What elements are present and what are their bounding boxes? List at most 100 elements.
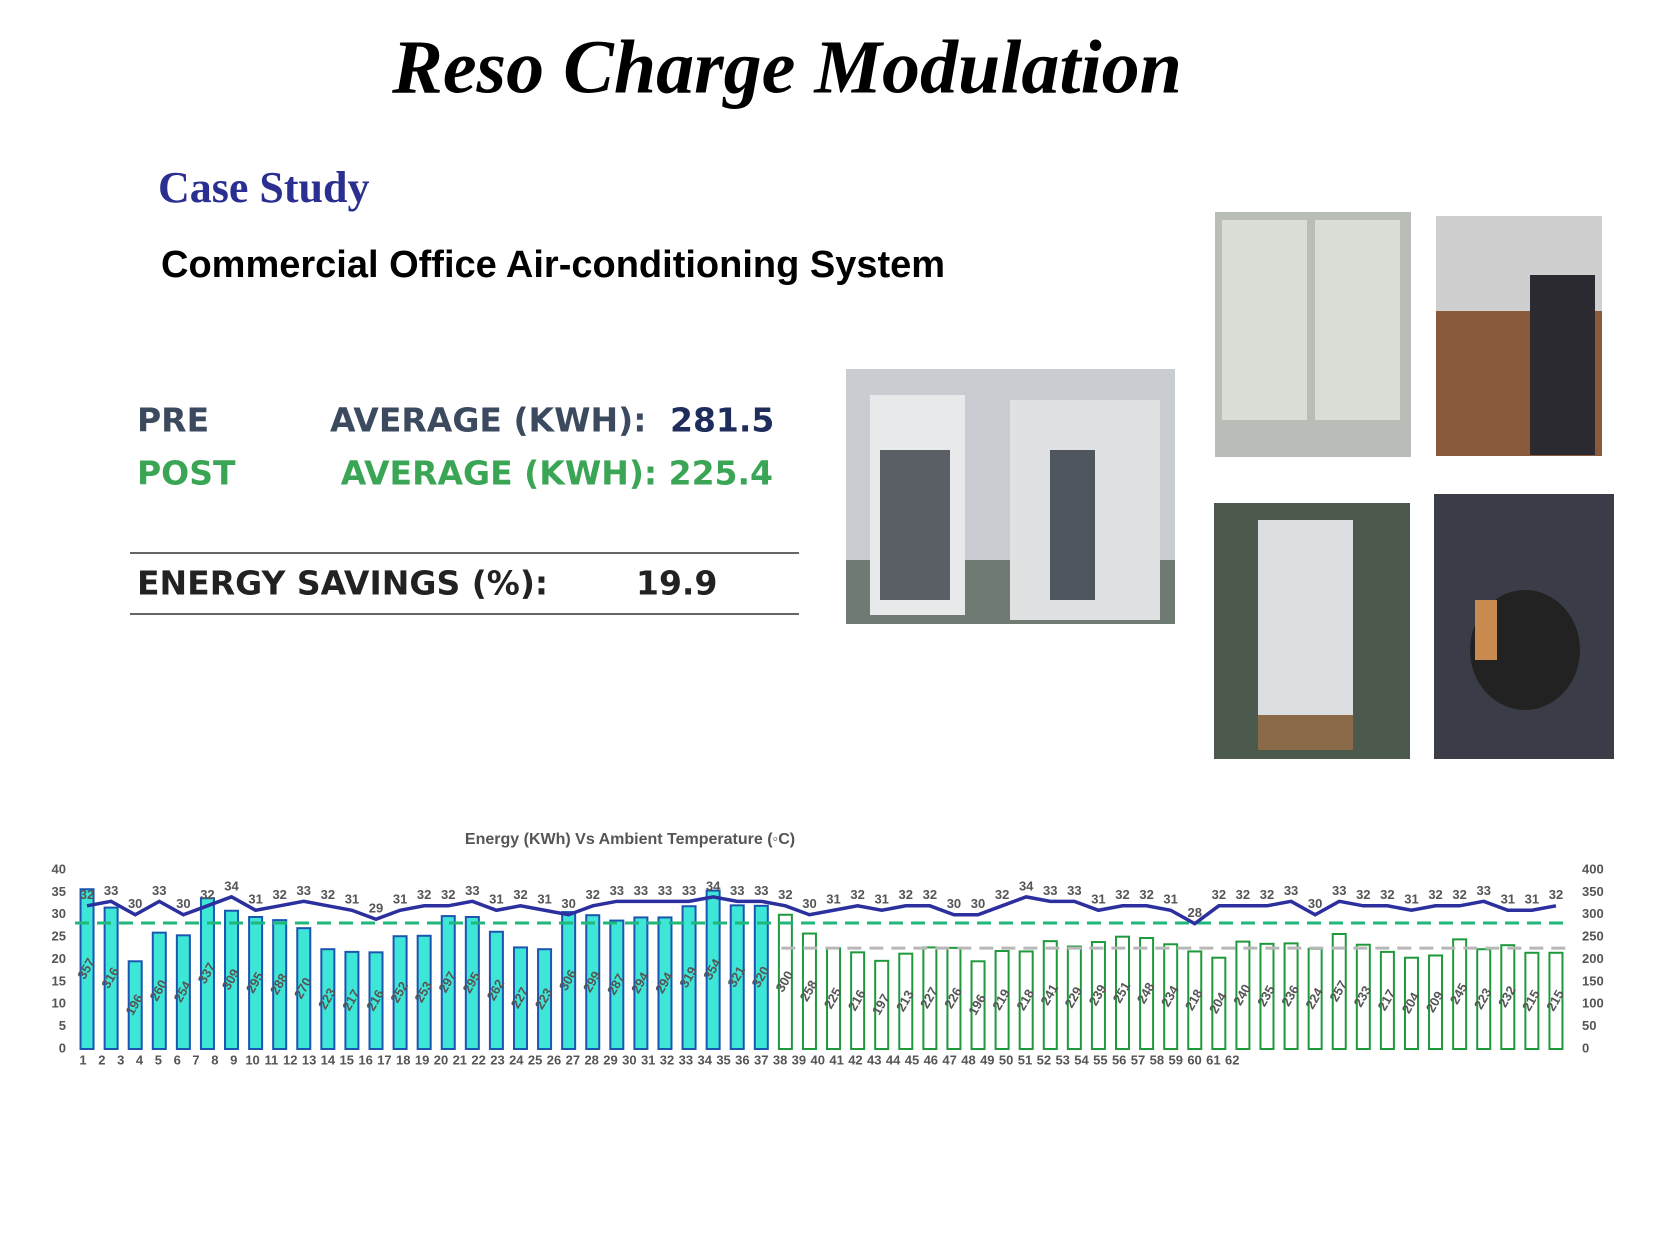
savings-value: 19.9	[636, 564, 717, 603]
pre-metric: AVERAGE (KWH):	[330, 401, 646, 440]
x-tick-label: 26	[547, 1052, 561, 1067]
x-tick-label: 55	[1093, 1052, 1107, 1067]
x-tick-label: 3	[117, 1052, 124, 1067]
bar	[1259, 942, 1275, 1051]
bar	[1548, 951, 1564, 1050]
photo-part	[1470, 590, 1580, 710]
x-tick-label: 30	[622, 1052, 636, 1067]
x-tick-label: 48	[961, 1052, 975, 1067]
x-tick-label: 17	[377, 1052, 391, 1067]
x-tick-label: 11	[265, 1052, 279, 1067]
pre-label: PRE	[137, 401, 209, 440]
y-tick-label: 0	[59, 1040, 66, 1055]
line-label: 32	[923, 887, 937, 902]
y2-tick-label: 250	[1582, 929, 1604, 944]
line-label: 30	[176, 896, 190, 911]
x-tick-label: 50	[999, 1052, 1013, 1067]
line-label: 32	[585, 887, 599, 902]
pre-value: 281.5	[670, 401, 774, 440]
stats: PRE AVERAGE (KWH): 281.5 POST AVERAGE (K…	[130, 401, 799, 615]
x-tick-label: 60	[1187, 1052, 1201, 1067]
line-label: 33	[152, 883, 166, 898]
x-tick-label: 34	[697, 1052, 712, 1067]
bar	[994, 949, 1010, 1050]
bar-label: 204	[1399, 989, 1423, 1016]
line-label: 32	[778, 887, 792, 902]
line-label: 31	[393, 892, 407, 907]
line-label: 31	[826, 892, 840, 907]
y2-tick-label: 50	[1582, 1018, 1596, 1033]
bar-label: 294	[652, 969, 676, 996]
bar	[79, 888, 95, 1050]
line-label: 29	[369, 901, 383, 916]
x-tick-label: 20	[434, 1052, 448, 1067]
line-label: 31	[248, 892, 262, 907]
y-tick-label: 25	[52, 929, 66, 944]
y-tick-label: 15	[52, 973, 66, 988]
line-label: 31	[345, 892, 359, 907]
line-label: 32	[1428, 887, 1442, 902]
bar	[464, 915, 480, 1050]
line-label: 32	[1260, 887, 1274, 902]
bar	[512, 946, 528, 1050]
bar	[416, 934, 432, 1050]
bar	[440, 915, 456, 1051]
x-tick-label: 1	[79, 1052, 86, 1067]
photo-part	[1315, 220, 1400, 420]
bar	[248, 915, 264, 1050]
heading: Commercial Office Air-conditioning Syste…	[161, 244, 945, 286]
line-label: 32	[1139, 887, 1153, 902]
bar	[1355, 943, 1371, 1050]
x-tick-label: 24	[509, 1052, 524, 1067]
bar	[1403, 956, 1419, 1051]
post-label: POST	[137, 454, 236, 493]
photo-part	[1222, 220, 1307, 420]
y2-tick-label: 300	[1582, 906, 1604, 921]
bar	[1042, 940, 1058, 1051]
x-tick-label: 35	[716, 1052, 730, 1067]
x-tick-label: 29	[603, 1052, 617, 1067]
x-tick-label: 16	[358, 1052, 372, 1067]
x-tick-label: 9	[230, 1052, 237, 1067]
x-tick-label: 28	[584, 1052, 598, 1067]
x-tick-label: 58	[1150, 1052, 1164, 1067]
line	[86, 894, 1557, 926]
x-tick-label: 36	[735, 1052, 749, 1067]
x-tick-label: 52	[1037, 1052, 1051, 1067]
y2-tick-label: 150	[1582, 973, 1604, 988]
line-label: 32	[80, 887, 94, 902]
y-tick-label: 5	[59, 1018, 66, 1033]
line-label: 31	[537, 892, 551, 907]
line-label: 32	[899, 887, 913, 902]
bar-label: 294	[628, 969, 652, 996]
y2-tick-label: 350	[1582, 884, 1604, 899]
photo-part	[1258, 520, 1353, 750]
line-label: 31	[1501, 892, 1515, 907]
x-tick-label: 31	[641, 1052, 655, 1067]
bar	[657, 916, 673, 1050]
chart-title: Energy (KWh) Vs Ambient Temperature (◦C)	[465, 831, 795, 848]
x-tick-label: 61	[1206, 1052, 1220, 1067]
bar	[1139, 937, 1155, 1051]
y2-tick-label: 200	[1582, 951, 1604, 966]
line-label: 33	[658, 883, 672, 898]
line-label: 33	[730, 883, 744, 898]
x-tick-label: 47	[942, 1052, 956, 1067]
line-label: 34	[706, 878, 721, 893]
savings-label: ENERGY SAVINGS (%):	[137, 564, 548, 603]
line-label: 32	[1452, 887, 1466, 902]
x-tick-label: 13	[302, 1052, 316, 1067]
bar	[946, 946, 962, 1050]
x-tick-label: 46	[924, 1052, 938, 1067]
bar	[537, 948, 553, 1051]
x-tick-label: 49	[980, 1052, 994, 1067]
line-label: 33	[610, 883, 624, 898]
bar-label: 204	[1206, 989, 1230, 1016]
line-label: 33	[682, 883, 696, 898]
x-tick-label: 22	[471, 1052, 485, 1067]
line-label: 33	[1476, 883, 1490, 898]
bar	[392, 935, 408, 1050]
subtitle: Case Study	[158, 163, 370, 212]
